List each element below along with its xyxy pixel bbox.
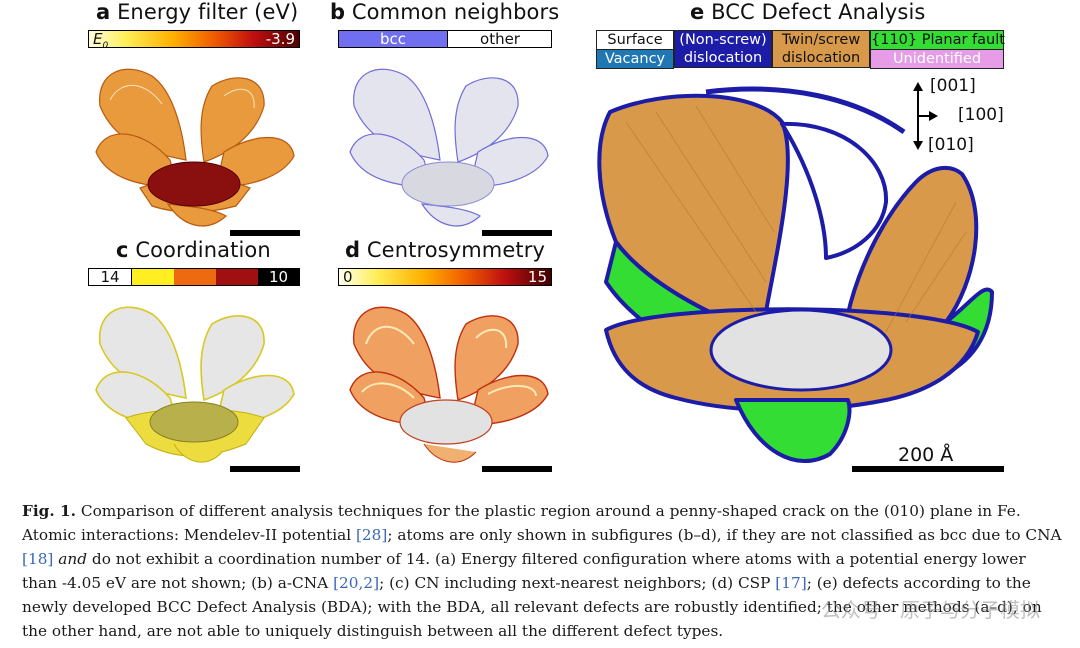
caption-ref-17[interactable]: [17]	[775, 574, 807, 592]
panel-d-title: d Centrosymmetry	[345, 238, 545, 262]
caption-ref-20-2[interactable]: [20,2]	[333, 574, 380, 592]
panel-b-crack-figure	[349, 68, 549, 227]
axis-label-010: [010]	[928, 135, 974, 155]
axis-label-100: [100]	[958, 105, 1004, 125]
panel-b-legend-bcc: bcc	[339, 31, 447, 47]
panel-e-title: e BCC Defect Analysis	[690, 0, 926, 24]
legend-vacancy: Vacancy	[596, 49, 674, 69]
panel-c-scale-bar	[230, 466, 300, 472]
panel-c-title: c Coordination	[116, 238, 271, 262]
panel-b-legend-other: other	[447, 31, 552, 47]
caption-ref-28[interactable]: [28]	[355, 526, 388, 544]
legend-planar-fault: {110} Planar fault	[870, 30, 1005, 50]
panel-b-title: b Common neighbors	[330, 0, 560, 24]
panel-c-colorbar: 14 10	[88, 268, 300, 286]
panel-d-colorbar: 0 15	[338, 268, 552, 286]
panel-d-cbar-right: 15	[527, 268, 547, 286]
caption-fig-label: Fig. 1.	[22, 502, 76, 520]
panel-e-scale-label: 200 Å	[898, 444, 954, 466]
panel-a-title: a Energy filter (eV)	[96, 0, 299, 24]
panel-d-scale-bar	[482, 466, 552, 472]
panel-a-crack-figure	[95, 68, 295, 227]
panel-a-scale-bar	[230, 230, 300, 236]
panel-d-crack-figure	[349, 306, 549, 463]
panel-b-scale-bar	[482, 230, 552, 236]
panel-d-cbar-left: 0	[343, 268, 353, 286]
panel-c-cbar-right: 10	[258, 269, 299, 285]
panel-e-crack-figure	[597, 86, 994, 464]
panel-a-cbar-left: E0	[93, 30, 109, 51]
panel-c-crack-figure	[95, 306, 295, 463]
legend-nonscrew-dislocation: (Non-screw) dislocation	[674, 30, 772, 68]
caption-ref-18[interactable]: [18]	[22, 550, 54, 568]
panel-e-scale-bar	[852, 466, 1004, 472]
panel-a-colorbar: E0 -3.9	[88, 30, 300, 51]
legend-twin-screw-dislocation: Twin/screw dislocation	[772, 30, 870, 68]
figure-caption: Fig. 1. Comparison of different analysis…	[22, 502, 1062, 640]
legend-unidentified: Unidentified	[870, 49, 1004, 69]
panel-c-cbar-left: 14	[89, 269, 132, 285]
panel-a-cbar-right: -3.9	[265, 30, 295, 48]
axis-label-001: [001]	[930, 76, 976, 96]
axis-triad-icon	[913, 82, 938, 150]
panel-b-legend: bcc other	[338, 30, 552, 48]
legend-surface: Surface	[596, 30, 674, 50]
watermark: 公众号 · 原子与分子模拟	[820, 598, 1040, 622]
